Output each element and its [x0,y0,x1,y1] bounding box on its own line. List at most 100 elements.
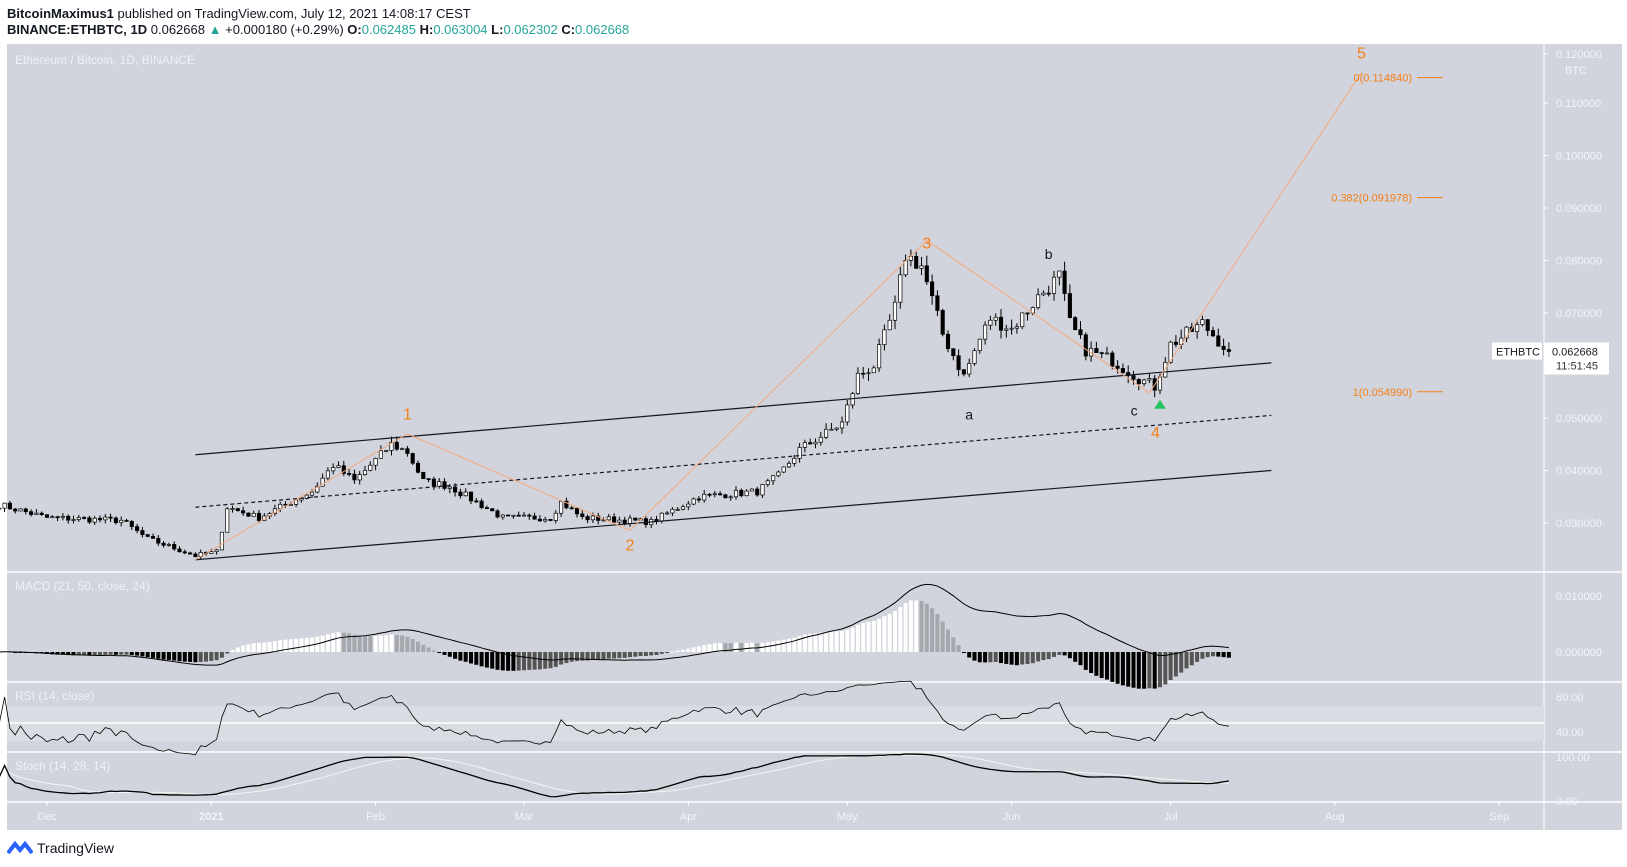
candle [18,508,23,512]
macd-bar [893,611,897,652]
macd-bar [209,652,214,661]
wave-label-5: 5 [1357,45,1366,62]
macd-bar [257,642,261,652]
candle [145,534,150,537]
candle [1078,329,1083,336]
macd-bar [87,652,92,656]
candle [13,508,18,512]
macd-bar [389,634,394,652]
candle [463,491,468,497]
tradingview-logo-icon [7,840,33,855]
macd-bar [924,603,929,652]
candle [193,553,198,557]
high-value: 0.063004 [433,22,488,37]
countdown-label: 11:51:45 [1556,360,1598,372]
candle [55,516,60,519]
candle [935,295,940,311]
candle [442,481,447,489]
macd-bar [1036,652,1041,662]
candle [744,490,749,497]
macd-bar [60,652,65,655]
candle [384,450,389,452]
macd-bar [262,642,267,652]
symbol-info: BINANCE:ETHBTC, 1D 0.062668 ▲ +0.000180 … [7,22,630,37]
macd-bar [1163,652,1168,685]
macd-bar [140,652,145,657]
macd-bar [930,608,935,652]
elliott-wave-path [195,72,1362,561]
chart-background [7,44,1622,830]
x-tick-label: Aug [1325,811,1345,823]
macd-bar [749,642,754,652]
macd-bar [946,629,950,652]
y-tick-label: 0.110000 [1556,98,1601,110]
macd-bar [394,634,399,652]
macd-bar [967,652,972,658]
candle [97,517,103,521]
candle [468,491,474,502]
candle [1147,378,1152,381]
macd-bar [453,652,458,659]
macd-bar [808,633,813,652]
macd-bar [898,606,903,652]
candle [564,500,569,509]
x-tick-label: Mar [515,811,534,823]
candle [113,517,118,523]
macd-bar [983,652,988,663]
candle [580,513,585,517]
candle [1025,312,1030,315]
candle [341,465,346,474]
candle [596,515,601,521]
candle [405,448,410,454]
candle [924,265,929,283]
macd-bar [712,643,717,652]
candle [87,517,92,523]
candle [665,512,670,515]
macd-bar [1179,652,1184,673]
candle [792,457,797,464]
candle [357,474,362,481]
macd-bar [71,652,76,656]
macd-bar [691,647,696,652]
candle [188,552,193,555]
macd-bar [119,652,124,655]
macd-bar [437,652,442,653]
stoch-title: Stoch (14, 28, 14) [15,759,111,773]
candle [882,329,887,346]
candle [309,491,315,496]
macd-bar [1062,652,1067,656]
macd-bar [845,629,850,652]
macd-bar [1147,652,1152,689]
macd-bar [182,652,187,662]
rsi-line [0,680,1229,756]
publisher: BitcoinMaximus1 [7,6,114,21]
macd-bar [1089,652,1094,674]
candle [755,488,760,496]
macd-bar [1152,652,1157,689]
macd-bar [272,641,277,652]
candle [834,427,839,430]
candle [643,518,648,526]
macd-bar [797,636,802,652]
macd-bar [585,652,590,661]
candle [670,508,675,514]
candle [7,502,12,510]
candle [855,372,860,395]
macd-bar [802,634,807,652]
candle [696,498,701,501]
candle [415,462,421,473]
candle [574,507,580,515]
candle [256,512,262,521]
macd-bar [384,635,389,652]
macd-bar [734,642,738,652]
macd-bar [251,643,256,652]
tradingview-logo[interactable]: TradingView [7,840,114,856]
macd-bar [294,638,299,652]
candle [352,473,357,481]
candle [34,512,39,515]
candles [0,249,1231,560]
candle [29,511,34,515]
macd-bar [956,645,961,652]
macd-bar [506,652,511,671]
